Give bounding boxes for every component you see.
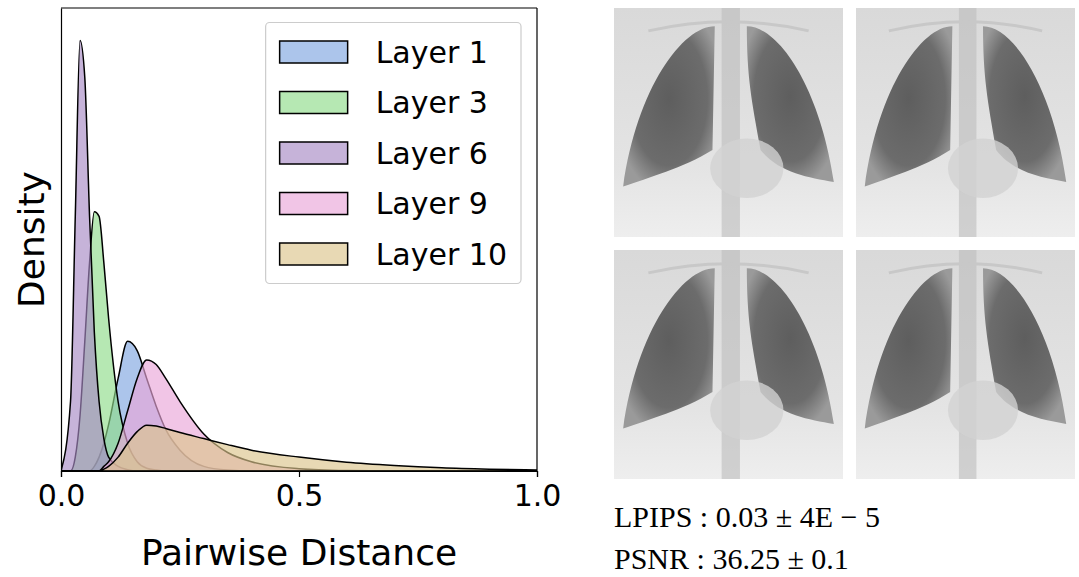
x-tick-label: 0.0 xyxy=(38,478,86,513)
x-axis: 0.0 0.5 1.0 xyxy=(38,471,562,513)
xray-clavicle xyxy=(648,264,808,273)
xray-lung xyxy=(865,268,953,428)
image-grid xyxy=(614,8,1075,479)
x-tick-mark xyxy=(537,471,538,477)
xray-lung xyxy=(865,26,953,186)
legend-label: Layer 10 xyxy=(376,237,507,272)
legend-label: Layer 1 xyxy=(376,35,488,70)
density-area xyxy=(61,40,537,471)
legend-item: Layer 6 xyxy=(280,136,488,171)
metric-text: PSNR : 36.25 ± 0.1 xyxy=(614,542,849,575)
legend: Layer 1 Layer 3 Layer 6 Layer 9 Layer 10 xyxy=(266,23,521,284)
legend-label: Layer 9 xyxy=(376,186,488,221)
frame-right xyxy=(536,8,537,471)
xray-clavicle xyxy=(648,22,808,31)
xray-heart xyxy=(710,139,783,199)
xray-spine xyxy=(722,250,740,479)
legend-swatch xyxy=(280,142,348,164)
xray-clavicle xyxy=(889,264,1042,273)
density-area xyxy=(61,212,537,471)
xray-background xyxy=(614,8,843,237)
legend-swatch xyxy=(280,243,348,265)
xray-spine xyxy=(722,8,740,237)
xray-heart xyxy=(948,139,1018,199)
legend-item: Layer 10 xyxy=(280,237,507,272)
xray-image xyxy=(856,250,1075,479)
density-area xyxy=(61,425,537,471)
x-tick-label: 0.5 xyxy=(276,478,324,513)
x-axis-line xyxy=(62,472,538,478)
density-area xyxy=(61,341,537,471)
xray-heart xyxy=(710,381,783,441)
xray-image xyxy=(614,8,843,237)
y-axis-line xyxy=(61,9,62,472)
legend-swatch xyxy=(280,193,348,215)
frame-top xyxy=(61,7,537,8)
x-tick: 1.0 xyxy=(514,471,562,513)
xray-image xyxy=(614,250,843,479)
xray-lung xyxy=(623,26,715,186)
x-tick-mark xyxy=(61,471,62,477)
metric-text: LPIPS : 0.03 ± 4E − 5 xyxy=(614,500,880,533)
legend-label: Layer 3 xyxy=(376,85,488,120)
xray-background xyxy=(856,8,1075,237)
xray-spine xyxy=(959,8,977,237)
x-tick-label: 1.0 xyxy=(514,478,562,513)
x-tick: 0.5 xyxy=(276,471,324,513)
xray-image xyxy=(856,8,1075,237)
x-tick-mark xyxy=(299,471,300,477)
x-tick: 0.0 xyxy=(38,471,86,513)
xray-heart xyxy=(948,381,1018,441)
x-axis-title: Pairwise Distance xyxy=(141,532,457,573)
xray-background xyxy=(856,250,1075,479)
y-axis xyxy=(61,9,62,472)
y-axis-title: Density xyxy=(11,171,52,308)
figure: 0.0 0.5 1.0 Pairwise Distance Density Layer 1… xyxy=(0,0,1079,577)
legend-item: Layer 3 xyxy=(280,85,488,120)
legend-item: Layer 9 xyxy=(280,186,488,221)
legend-label: Layer 6 xyxy=(376,136,488,171)
xray-lung xyxy=(623,268,715,428)
legend-swatch xyxy=(280,92,348,114)
xray-clavicle xyxy=(889,22,1042,31)
density-areas xyxy=(61,40,537,471)
legend-frame xyxy=(266,23,521,284)
density-area xyxy=(61,360,537,471)
xray-background xyxy=(614,250,843,479)
xray-spine xyxy=(959,250,977,479)
legend-swatch xyxy=(280,41,348,63)
legend-item: Layer 1 xyxy=(280,35,488,70)
